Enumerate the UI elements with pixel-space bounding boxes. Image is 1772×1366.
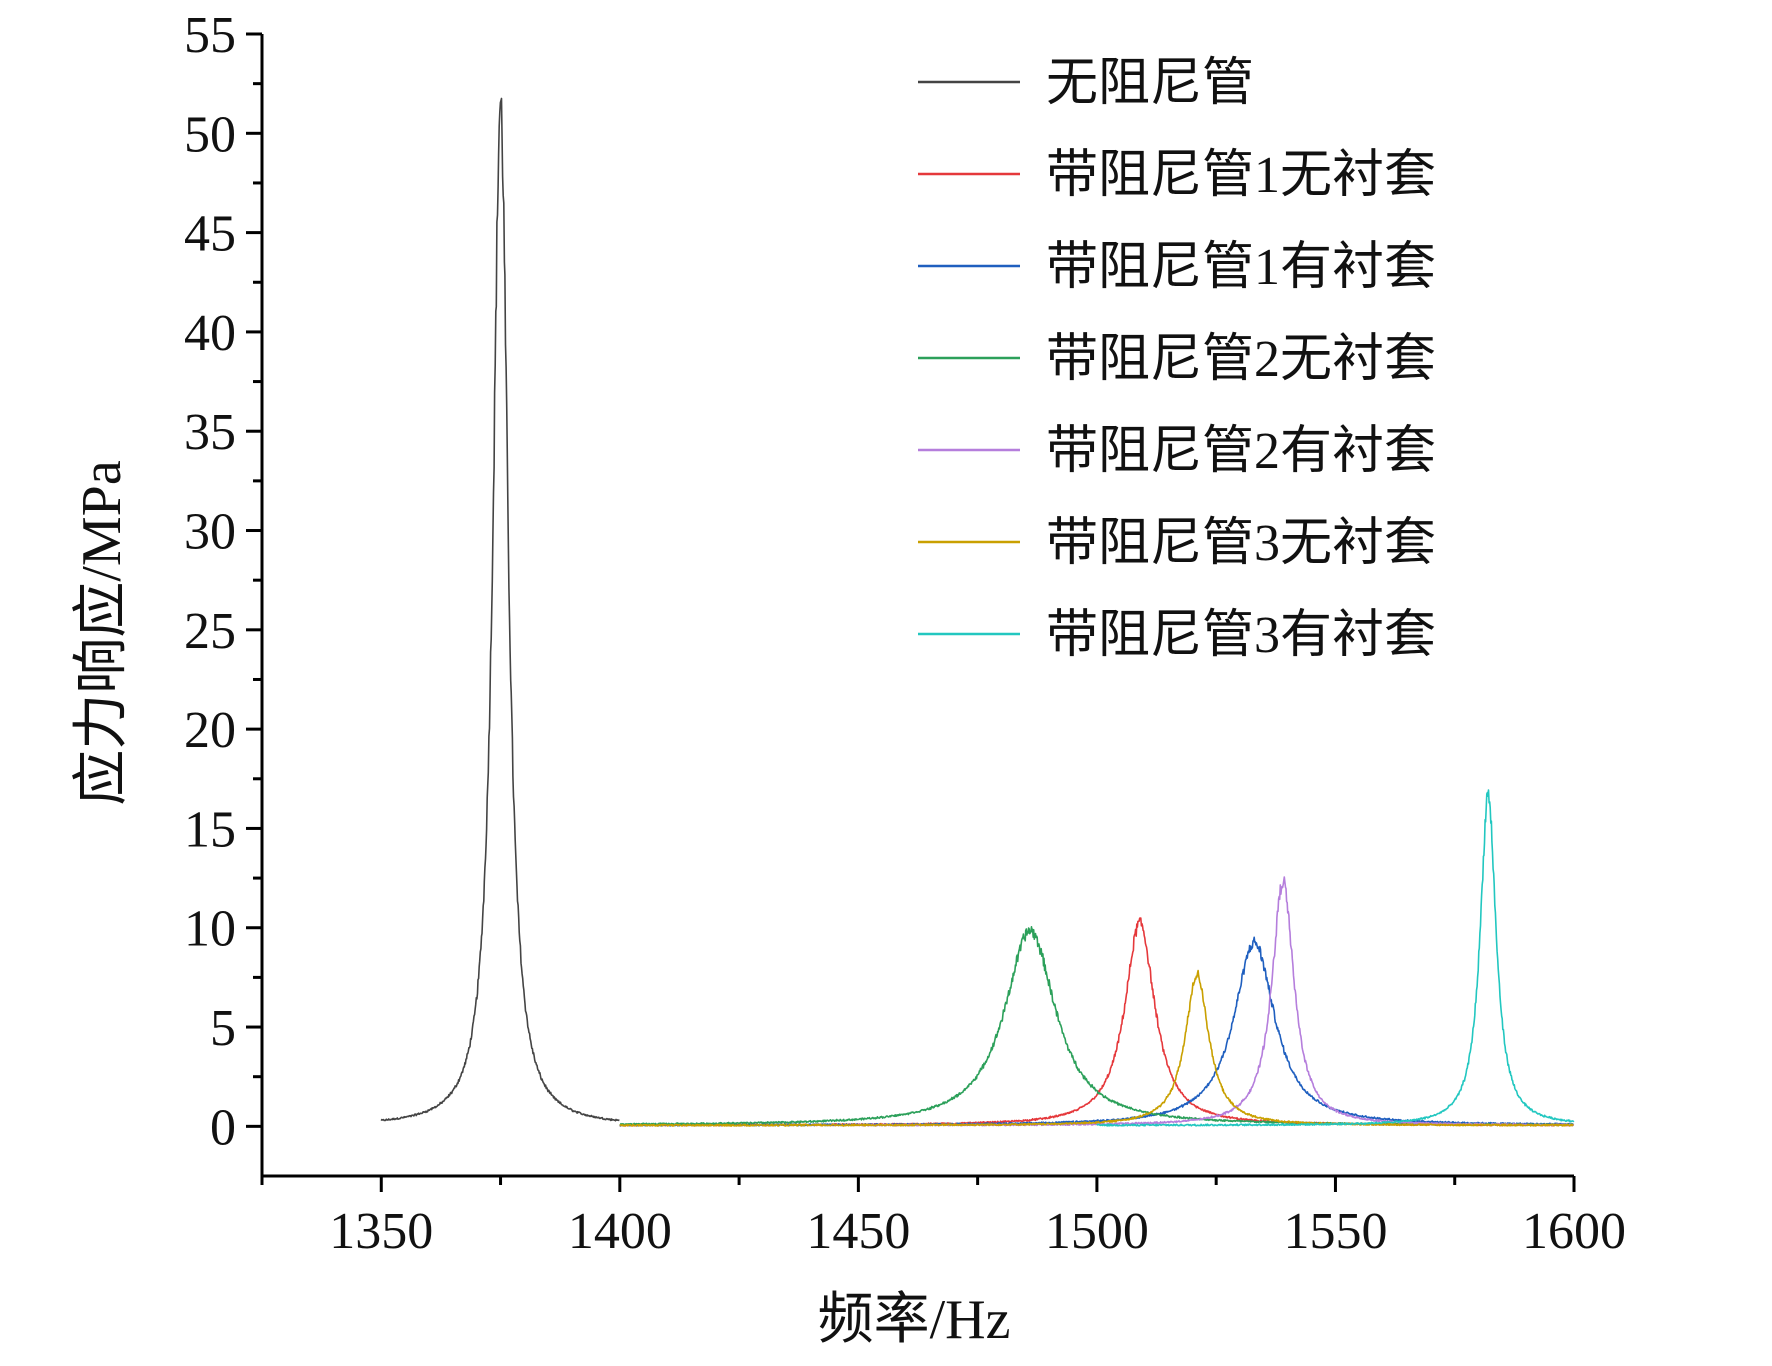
y-tick-label: 45 bbox=[184, 206, 236, 263]
x-tick-label: 1600 bbox=[1522, 1203, 1626, 1260]
x-tick-label: 1550 bbox=[1283, 1203, 1387, 1260]
y-tick-label: 20 bbox=[184, 702, 236, 759]
y-tick-label: 35 bbox=[184, 404, 236, 461]
legend-label: 带阻尼管3无衬套 bbox=[1046, 515, 1436, 572]
series-line bbox=[380, 97, 620, 1122]
y-tick-label: 40 bbox=[184, 305, 236, 362]
axes bbox=[260, 34, 1574, 1178]
legend-label: 带阻尼管3有衬套 bbox=[1046, 607, 1436, 664]
y-tick-label: 5 bbox=[210, 1000, 236, 1057]
legend-label: 带阻尼管2无衬套 bbox=[1046, 331, 1436, 388]
x-tick-label: 1350 bbox=[329, 1203, 433, 1260]
legend-label: 无阻尼管 bbox=[1046, 55, 1254, 112]
x-tick-label: 1400 bbox=[568, 1203, 672, 1260]
x-tick-label: 1450 bbox=[806, 1203, 910, 1260]
x-axis-title: 频率/Hz bbox=[818, 1289, 1011, 1351]
legend-label: 带阻尼管1有衬套 bbox=[1046, 239, 1436, 296]
plot-lines bbox=[380, 97, 1575, 1127]
y-tick-label: 55 bbox=[184, 7, 236, 64]
series-line bbox=[619, 969, 1574, 1127]
y-tick-label: 0 bbox=[210, 1099, 236, 1156]
x-tick-label: 1500 bbox=[1045, 1203, 1149, 1260]
legend-label: 带阻尼管2有衬套 bbox=[1046, 423, 1436, 480]
series-line bbox=[619, 917, 1575, 1127]
y-axis-title: 应力响应/MPa bbox=[71, 460, 133, 805]
y-tick-label: 15 bbox=[184, 801, 236, 858]
series-line bbox=[619, 936, 1574, 1127]
legend-label: 带阻尼管1无衬套 bbox=[1046, 147, 1436, 204]
series-line bbox=[1096, 789, 1575, 1127]
ticks: 1350 1400 1450 1500 1550 1600 0 5 10 15 20 25 30 35 40… bbox=[184, 7, 1626, 1260]
y-tick-label: 10 bbox=[184, 901, 236, 958]
legend: 无阻尼管带阻尼管1无衬套带阻尼管1有衬套带阻尼管2无衬套带阻尼管2有衬套带阻尼管… bbox=[918, 55, 1436, 664]
y-tick-label: 50 bbox=[184, 106, 236, 163]
y-tick-label: 30 bbox=[184, 504, 236, 561]
y-tick-label: 25 bbox=[184, 603, 236, 660]
